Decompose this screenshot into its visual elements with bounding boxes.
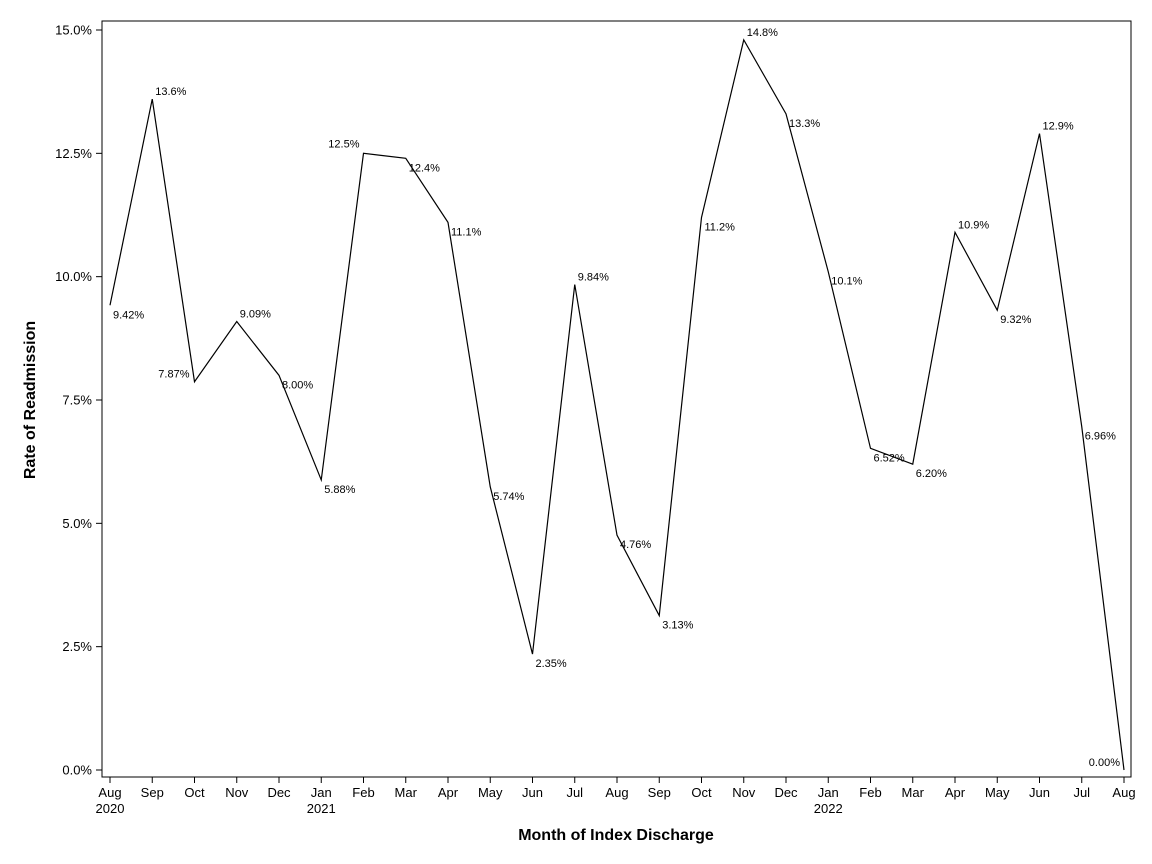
x-tick-label: Jan (311, 785, 332, 800)
x-tick-label: Sep (141, 785, 164, 800)
data-label: 13.6% (155, 86, 186, 98)
x-tick-label: Aug (98, 785, 121, 800)
data-label: 5.88% (324, 484, 355, 496)
y-tick-label: 7.5% (62, 393, 92, 408)
data-label: 4.76% (620, 539, 651, 551)
data-label: 12.5% (328, 138, 359, 150)
x-tick-label: May (985, 785, 1010, 800)
x-year-label: 2021 (307, 801, 336, 816)
data-label: 12.9% (1043, 121, 1074, 133)
x-tick-label: Sep (648, 785, 671, 800)
y-tick-label: 10.0% (55, 269, 92, 284)
x-tick-label: Apr (945, 785, 966, 800)
x-year-label: 2022 (814, 801, 843, 816)
data-label: 12.4% (409, 162, 440, 174)
x-tick-label: Aug (605, 785, 628, 800)
x-axis-title: Month of Index Discharge (518, 827, 714, 844)
data-label: 3.13% (662, 620, 693, 632)
data-label: 9.84% (578, 272, 609, 284)
x-tick-label: Jul (566, 785, 583, 800)
y-axis: 0.0% 2.5% 5.0% 7.5% 10.0% 12.5% 15.0% (55, 23, 102, 778)
y-tick-label: 12.5% (55, 146, 92, 161)
x-tick-label: May (478, 785, 503, 800)
data-label: 2.35% (536, 658, 567, 670)
x-tick-label: Jun (522, 785, 543, 800)
data-label: 5.74% (493, 491, 524, 503)
x-tick-label: Nov (225, 785, 249, 800)
x-tick-label: Jun (1029, 785, 1050, 800)
x-tick-label: Apr (438, 785, 459, 800)
data-label: 7.87% (158, 369, 189, 381)
x-tick-label: Oct (691, 785, 712, 800)
x-tick-label: Mar (395, 785, 418, 800)
y-tick-label: 2.5% (62, 639, 92, 654)
data-label: 10.1% (831, 276, 862, 288)
x-tick-label: Oct (184, 785, 205, 800)
data-label: 9.09% (240, 309, 271, 321)
data-label: 13.3% (789, 118, 820, 130)
data-label: 8.00% (282, 379, 313, 391)
x-tick-label: Jul (1073, 785, 1090, 800)
data-label: 14.8% (747, 27, 778, 39)
x-tick-label: Feb (352, 785, 374, 800)
series-line (109, 38, 1125, 771)
x-tick-label: Nov (732, 785, 756, 800)
data-label: 11.2% (705, 221, 736, 233)
data-label: 0.00% (1089, 757, 1120, 769)
data-label: 9.42% (113, 309, 144, 321)
x-tick-label: Dec (774, 785, 798, 800)
y-tick-label: 5.0% (62, 516, 92, 531)
data-label: 11.1% (451, 226, 482, 238)
x-tick-label: Jan (818, 785, 839, 800)
series-group: 9.42% 13.6% 7.87% 9.09% 8.00% 5.88% 12.5% 12.4%… (109, 27, 1125, 771)
data-label: 6.52% (874, 452, 905, 464)
x-tick-label: Dec (267, 785, 291, 800)
data-label: 6.20% (916, 468, 947, 480)
data-label: 6.96% (1085, 431, 1116, 443)
data-label: 9.32% (1000, 314, 1031, 326)
x-tick-label: Aug (1112, 785, 1135, 800)
x-tick-label: Mar (902, 785, 925, 800)
x-axis: Aug Sep Oct Nov Dec Jan Feb Mar Apr May Jun Jul Aug S… (96, 777, 1136, 816)
x-year-label: 2020 (96, 801, 125, 816)
y-tick-label: 0.0% (62, 763, 92, 778)
x-tick-label: Feb (859, 785, 881, 800)
data-label: 10.9% (958, 219, 989, 231)
y-axis-title: Rate of Readmission (22, 321, 39, 479)
y-tick-label: 15.0% (55, 23, 92, 38)
plot-frame (101, 20, 1132, 778)
